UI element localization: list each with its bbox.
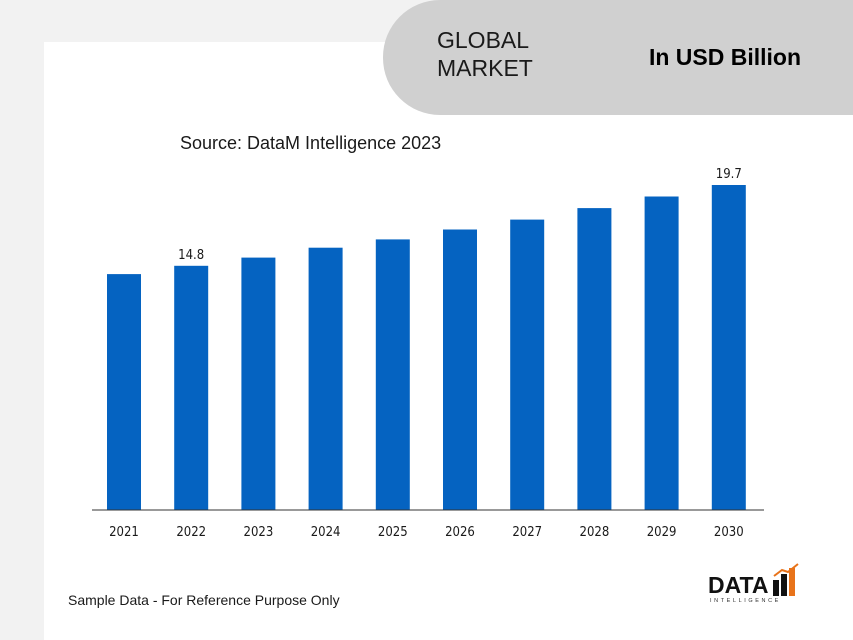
data-label-2022: 14.8 [178, 248, 204, 263]
x-tick-label: 2022 [176, 525, 206, 540]
x-tick-label: 2023 [244, 525, 274, 540]
x-tick-label: 2027 [512, 525, 542, 540]
x-tick-label: 2026 [445, 525, 475, 540]
datam-logo: DATA INTELLIGENCE [708, 562, 800, 608]
x-tick-label: 2024 [311, 525, 341, 540]
bar-2026 [443, 229, 477, 510]
bar-2027 [510, 219, 545, 510]
logo-subtext: INTELLIGENCE [710, 598, 781, 604]
bar-2023 [241, 257, 276, 510]
x-tick-label: 2021 [109, 525, 139, 540]
bar-2022 [174, 265, 209, 510]
source-label: Source: DataM Intelligence 2023 [180, 133, 442, 153]
bar-2025 [375, 239, 410, 510]
bar-2029 [644, 196, 679, 510]
bar-2028 [577, 208, 612, 510]
bar-2030 [711, 185, 746, 510]
x-tick-label: 2028 [580, 525, 610, 540]
unit-label: In USD Billion [648, 44, 802, 70]
market-title: GLOBAL MARKET [437, 27, 533, 81]
bar-2021 [107, 274, 141, 510]
footnote: Sample Data - For Reference Purpose Only [68, 592, 340, 608]
header-pill [383, 0, 853, 115]
x-tick-label: 2025 [378, 525, 408, 540]
logo-bars-icon [773, 563, 799, 596]
x-tick-label: 2030 [714, 525, 744, 540]
data-label-2030: 19.7 [716, 167, 742, 182]
bar-2024 [308, 247, 343, 510]
x-tick-label: 2029 [647, 525, 677, 540]
logo-text: DATA [708, 572, 769, 598]
